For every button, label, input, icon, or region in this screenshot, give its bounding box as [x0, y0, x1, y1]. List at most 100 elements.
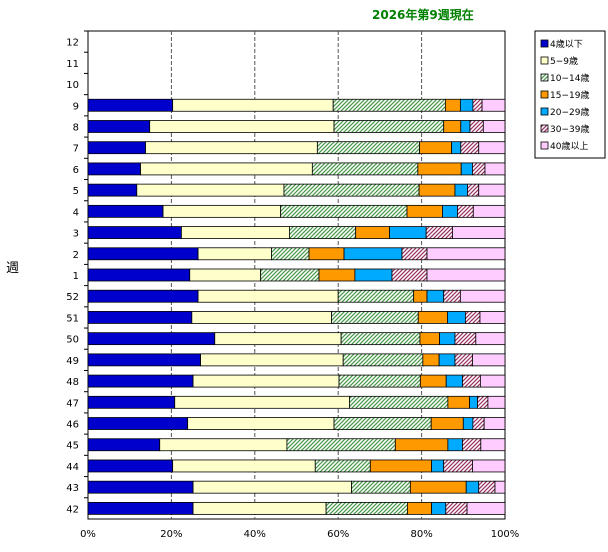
bar-segment: [260, 268, 320, 282]
bar-segment: [159, 438, 288, 452]
bar-segment: [87, 501, 194, 515]
bar-segment: [439, 332, 456, 346]
bar-segment: [286, 438, 396, 452]
bar-segment: [484, 162, 506, 176]
bar-segment: [333, 120, 445, 133]
bar-segment: [407, 501, 433, 515]
bar-segment: [452, 226, 506, 239]
bar-segment: [308, 247, 345, 261]
bar-segment: [87, 98, 174, 112]
bar-segment: [419, 332, 440, 346]
bar-segment: [394, 438, 449, 452]
x-tick-label: 80%: [410, 529, 432, 540]
bar-segment: [87, 353, 201, 367]
bar-segment: [419, 141, 453, 155]
y-tick-label: 4: [73, 207, 79, 218]
bar-segment: [472, 417, 485, 430]
bar-segment: [442, 204, 458, 218]
y-tick-label: 10: [66, 80, 79, 91]
y-tick-label: 11: [66, 59, 79, 70]
bar-segment: [145, 141, 318, 155]
bar-segment: [472, 204, 506, 218]
bar-segment: [172, 459, 316, 473]
legend-label: 5−9歳: [550, 55, 578, 67]
bar-segment: [472, 98, 483, 112]
bar-segment: [477, 395, 489, 409]
bar-segment: [462, 374, 481, 388]
legend-swatch: [540, 90, 549, 99]
bar-segment: [87, 204, 164, 218]
bar-segment: [191, 311, 332, 324]
legend-swatch: [540, 141, 549, 150]
bar-segment: [417, 162, 462, 176]
bar-segment: [340, 332, 421, 346]
y-tick-label: 7: [73, 144, 79, 155]
bar-segment: [457, 204, 474, 218]
bar-segment: [479, 311, 506, 324]
bar-segment: [417, 311, 448, 324]
y-tick-label: 47: [66, 398, 79, 409]
legend-label: 30−39歳: [550, 123, 589, 135]
bar-segment: [460, 141, 480, 155]
bar-segment: [162, 204, 282, 218]
bar-segment: [459, 289, 506, 303]
y-tick-label: 52: [66, 292, 79, 303]
bar-segment: [419, 374, 447, 388]
bar-segment: [87, 162, 141, 176]
chart-title: 2026年第9週現在: [372, 8, 474, 22]
legend-swatch: [540, 107, 549, 116]
bar-segment: [406, 204, 443, 218]
bar-segment: [214, 332, 342, 346]
bar-segment: [140, 162, 313, 176]
bar-segment: [318, 268, 356, 282]
bar-segment: [430, 417, 464, 430]
y-tick-label: 51: [66, 313, 79, 324]
bar-segment: [87, 395, 176, 409]
bar-segment: [280, 204, 408, 218]
bar-segment: [187, 417, 335, 430]
legend-swatch: [540, 39, 549, 48]
y-tick-label: 12: [66, 38, 79, 49]
y-tick-label: 49: [66, 356, 79, 367]
y-tick-label: 3: [73, 229, 79, 240]
bar-segment: [87, 183, 138, 197]
legend-label: 20−29歳: [550, 106, 589, 118]
bar-segment: [418, 183, 456, 197]
bar-segment: [87, 332, 216, 346]
bar-segment: [479, 374, 506, 388]
bar-segment: [443, 459, 473, 473]
bar-segment: [451, 141, 462, 155]
x-tick-label: 0%: [80, 529, 96, 540]
bar-segment: [283, 183, 420, 197]
bar-segment: [391, 268, 428, 282]
x-tick-label: 60%: [327, 529, 349, 540]
y-tick-label: 43: [66, 483, 79, 494]
bar-segment: [467, 183, 480, 197]
y-tick-label: 45: [66, 441, 79, 452]
bar-segment: [413, 289, 428, 303]
bar-segment: [314, 459, 371, 473]
bar-segment: [459, 98, 474, 112]
bar-segment: [192, 480, 352, 494]
bar-segment: [172, 98, 334, 112]
bar-segment: [200, 353, 344, 367]
y-tick-label: 6: [73, 165, 79, 176]
bar-segment: [87, 289, 199, 303]
bar-segment: [87, 374, 194, 388]
bar-segment: [354, 268, 393, 282]
bar-segment: [311, 162, 419, 176]
bar-segment: [475, 332, 506, 346]
bar-segment: [443, 120, 462, 133]
bar-segment: [325, 501, 408, 515]
bar-segment: [422, 353, 440, 367]
bar-segment: [472, 162, 486, 176]
bar-segment: [192, 374, 340, 388]
y-axis-label: 週: [6, 261, 20, 276]
bar-segment: [351, 480, 411, 494]
bar-segment: [342, 353, 424, 367]
bar-segment: [460, 120, 471, 133]
bar-segment: [478, 141, 506, 155]
bar-segment: [425, 226, 453, 239]
bar-segment: [447, 395, 470, 409]
